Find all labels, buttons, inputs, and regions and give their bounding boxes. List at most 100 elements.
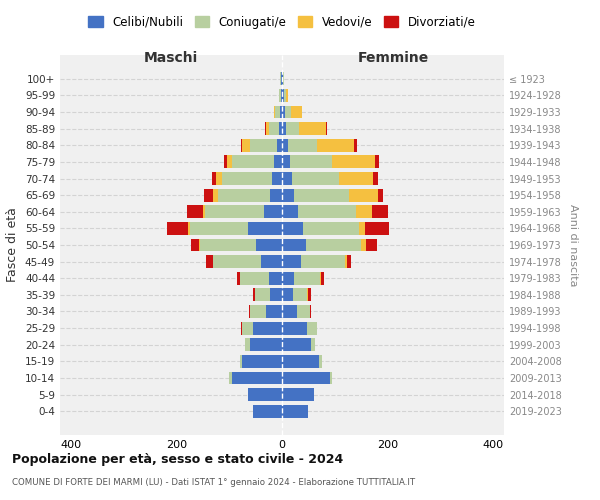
Bar xyxy=(282,338,311,351)
Bar xyxy=(289,139,317,151)
Bar xyxy=(282,172,292,185)
Y-axis label: Anni di nascita: Anni di nascita xyxy=(568,204,578,286)
Bar xyxy=(286,122,299,135)
Bar xyxy=(282,206,298,218)
Bar xyxy=(282,288,293,302)
Bar xyxy=(232,156,274,168)
Bar xyxy=(253,288,254,302)
Bar xyxy=(299,122,326,135)
Bar xyxy=(306,238,361,252)
Bar xyxy=(277,139,282,151)
Bar xyxy=(253,322,282,334)
Bar xyxy=(365,222,389,235)
Bar xyxy=(365,238,377,252)
Bar xyxy=(282,122,286,135)
Bar xyxy=(274,106,275,118)
Bar xyxy=(356,206,372,218)
Bar xyxy=(298,206,356,218)
Bar xyxy=(253,405,282,417)
Bar xyxy=(279,89,281,102)
Bar xyxy=(346,255,347,268)
Bar xyxy=(199,238,200,252)
Bar xyxy=(308,288,311,302)
Bar xyxy=(373,172,377,185)
Bar xyxy=(224,156,227,168)
Bar xyxy=(256,238,282,252)
Bar xyxy=(205,206,263,218)
Bar xyxy=(250,139,277,151)
Bar xyxy=(307,322,317,334)
Bar xyxy=(250,305,266,318)
Bar xyxy=(317,139,355,151)
Bar xyxy=(359,222,365,235)
Bar xyxy=(282,188,293,202)
Bar xyxy=(275,106,280,118)
Bar xyxy=(303,222,359,235)
Bar xyxy=(282,238,306,252)
Bar xyxy=(212,172,216,185)
Bar xyxy=(310,305,311,318)
Bar xyxy=(280,122,282,135)
Bar xyxy=(297,305,310,318)
Bar xyxy=(282,89,284,102)
Bar xyxy=(349,188,378,202)
Bar xyxy=(281,72,282,85)
Bar xyxy=(269,272,282,284)
Bar xyxy=(232,372,282,384)
Bar xyxy=(188,222,190,235)
Bar xyxy=(241,139,242,151)
Bar xyxy=(339,172,373,185)
Bar xyxy=(280,106,282,118)
Bar xyxy=(372,206,388,218)
Bar xyxy=(301,255,346,268)
Bar xyxy=(167,222,188,235)
Bar xyxy=(282,156,290,168)
Bar xyxy=(203,206,205,218)
Bar xyxy=(204,188,213,202)
Bar xyxy=(326,122,327,135)
Bar xyxy=(248,222,282,235)
Text: Popolazione per età, sesso e stato civile - 2024: Popolazione per età, sesso e stato civil… xyxy=(12,452,343,466)
Bar xyxy=(237,272,240,284)
Bar xyxy=(254,288,271,302)
Bar xyxy=(240,355,242,368)
Bar xyxy=(292,172,339,185)
Bar xyxy=(213,255,261,268)
Bar xyxy=(269,122,280,135)
Bar xyxy=(240,272,269,284)
Bar xyxy=(293,188,349,202)
Bar xyxy=(249,305,250,318)
Bar xyxy=(320,272,321,284)
Bar xyxy=(332,156,374,168)
Bar xyxy=(242,355,282,368)
Bar xyxy=(218,188,271,202)
Bar xyxy=(229,372,232,384)
Bar xyxy=(282,405,308,417)
Bar xyxy=(290,156,332,168)
Bar xyxy=(355,139,357,151)
Text: COMUNE DI FORTE DEI MARMI (LU) - Dati ISTAT 1° gennaio 2024 - Elaborazione TUTTI: COMUNE DI FORTE DEI MARMI (LU) - Dati IS… xyxy=(12,478,415,487)
Bar xyxy=(282,139,289,151)
Bar xyxy=(281,89,282,102)
Bar xyxy=(282,372,329,384)
Bar xyxy=(291,106,302,118)
Y-axis label: Fasce di età: Fasce di età xyxy=(7,208,19,282)
Bar xyxy=(361,238,365,252)
Bar xyxy=(282,106,284,118)
Bar xyxy=(282,255,301,268)
Bar xyxy=(206,255,213,268)
Bar xyxy=(271,288,282,302)
Text: Maschi: Maschi xyxy=(144,52,198,66)
Bar xyxy=(190,222,248,235)
Bar xyxy=(222,172,272,185)
Bar xyxy=(286,89,288,102)
Bar xyxy=(216,172,222,185)
Bar xyxy=(293,288,307,302)
Bar xyxy=(242,322,253,334)
Bar xyxy=(378,188,383,202)
Text: Femmine: Femmine xyxy=(358,52,428,66)
Bar xyxy=(200,238,256,252)
Bar xyxy=(272,172,282,185)
Bar xyxy=(282,72,283,85)
Bar xyxy=(282,322,307,334)
